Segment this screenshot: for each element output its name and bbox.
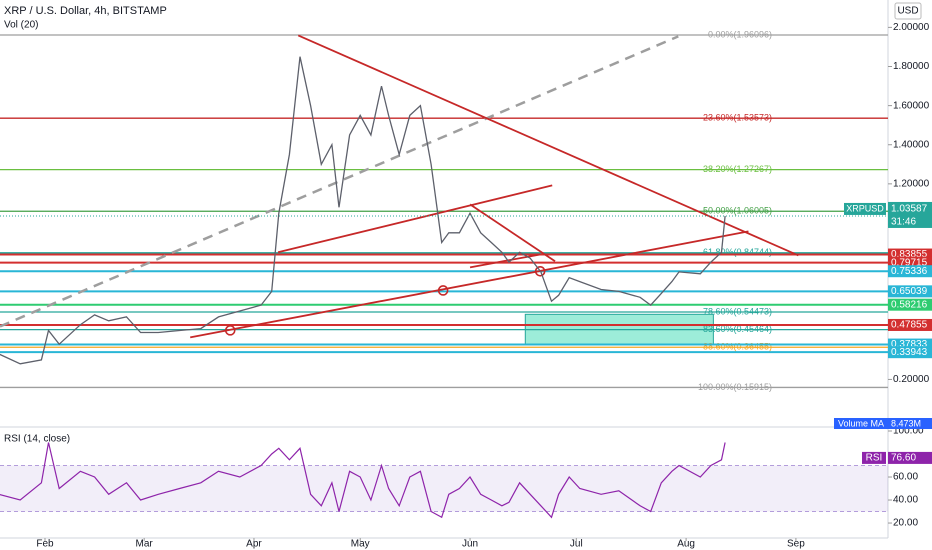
fib-label: 83.60%(0.45464): [703, 324, 772, 334]
countdown: 31:46: [891, 217, 916, 228]
x-tick-label: Feb: [36, 539, 54, 550]
trend-line: [297, 34, 799, 257]
rsi-name: RSI: [866, 453, 883, 464]
y-tick-label: 100.00: [893, 426, 924, 437]
price-tag-label: 0.37833: [891, 339, 928, 350]
price-tag-label: 0.33943: [891, 347, 928, 358]
fib-label: 78.60%(0.54473): [703, 306, 772, 316]
x-tick-label: Jul: [570, 539, 583, 550]
price-line-series: [0, 56, 726, 365]
y-tick-label: 40.00: [893, 495, 918, 506]
rsi-title: RSI (14, close): [4, 434, 70, 445]
price-tag: [888, 285, 932, 298]
x-tick-label: Jun: [462, 539, 478, 550]
x-tick-label: Mar: [136, 539, 154, 550]
pivot-circle: [534, 265, 546, 277]
current-price: 1.03587: [891, 204, 928, 215]
fib-label: 88.60%(0.36455): [703, 342, 772, 352]
trend-line: [0, 35, 679, 328]
fib-label: 23.60%(1.53573): [703, 113, 772, 123]
pivot-circle: [224, 325, 236, 336]
trend-line: [277, 184, 553, 254]
y-tick-label: 0.20000: [893, 374, 930, 385]
volume-ma-box: [834, 418, 932, 429]
price-tag: [888, 298, 932, 311]
fib-label: 38.20%(1.27267): [703, 164, 772, 174]
fib-label: 100.00%(0.15915): [698, 382, 772, 392]
volume-label: Vol (20): [4, 20, 38, 31]
price-tag: [888, 346, 932, 359]
price-tag-label: 0.75336: [891, 266, 928, 277]
y-tick-label: 1.20000: [893, 178, 930, 189]
rsi-line: [0, 442, 726, 519]
volume-ma-name: Volume MA: [838, 418, 884, 428]
fib-label: 61.80%(0.84744): [703, 247, 772, 257]
price-tag-label: 0.58216: [891, 299, 928, 310]
fib-label: 50.00%(1.06005): [703, 206, 772, 216]
rsi-band: [0, 465, 888, 512]
trend-line: [469, 203, 556, 263]
y-tick-label: 1.80000: [893, 61, 930, 72]
fib-label: 0.00%(1.96096): [708, 29, 772, 39]
trend-line: [190, 230, 749, 339]
x-tick-label: May: [351, 539, 370, 550]
current-tag: [888, 201, 932, 228]
y-tick-label: 1.40000: [893, 139, 930, 150]
symbol-label: XRPUSD: [846, 203, 884, 213]
rsi-name-box: [862, 451, 886, 464]
y-tick-label: 60.00: [893, 472, 918, 483]
price-tag-label: 0.47855: [891, 320, 928, 331]
pivot-circle: [437, 285, 449, 296]
price-tag: [888, 318, 932, 331]
x-tick-label: Aug: [677, 539, 695, 550]
chart-title: XRP / U.S. Dollar, 4h, BITSTAMP: [4, 5, 167, 17]
symbol-box: [844, 202, 886, 215]
y-tick-label: 20.00: [893, 518, 918, 529]
y-tick-label: 2.00000: [893, 22, 930, 33]
price-tag-label: 0.65039: [891, 286, 928, 297]
currency[interactable]: USD: [897, 6, 918, 17]
price-tag: [888, 265, 932, 278]
price-tag-label: 0.79715: [891, 257, 928, 268]
rsi-tag: [888, 451, 932, 464]
x-tick-label: Apr: [246, 539, 262, 550]
x-tick-label: Sep: [787, 539, 805, 550]
price-tag-label: 0.83855: [891, 249, 928, 260]
currency-box[interactable]: [894, 2, 922, 20]
y-tick-label: 1.60000: [893, 100, 930, 111]
rsi-value: 76.60: [891, 453, 916, 464]
volume-ma-value: 8.473M: [891, 418, 921, 428]
